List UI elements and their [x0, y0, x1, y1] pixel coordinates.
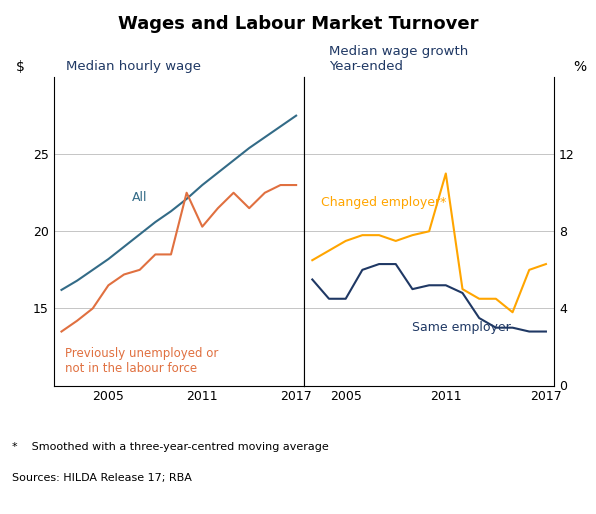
- Text: Median hourly wage: Median hourly wage: [66, 60, 201, 73]
- Text: Sources: HILDA Release 17; RBA: Sources: HILDA Release 17; RBA: [12, 473, 192, 483]
- Text: Wages and Labour Market Turnover: Wages and Labour Market Turnover: [118, 15, 478, 33]
- Text: Changed employer*: Changed employer*: [321, 196, 446, 209]
- Text: $: $: [16, 60, 25, 74]
- Text: All: All: [132, 191, 147, 204]
- Text: *    Smoothed with a three-year-centred moving average: * Smoothed with a three-year-centred mov…: [12, 442, 328, 452]
- Text: Median wage growth
Year-ended: Median wage growth Year-ended: [329, 45, 468, 73]
- Text: Same employer: Same employer: [412, 321, 511, 334]
- Text: %: %: [574, 60, 587, 74]
- Text: Previously unemployed or
not in the labour force: Previously unemployed or not in the labo…: [64, 347, 218, 375]
